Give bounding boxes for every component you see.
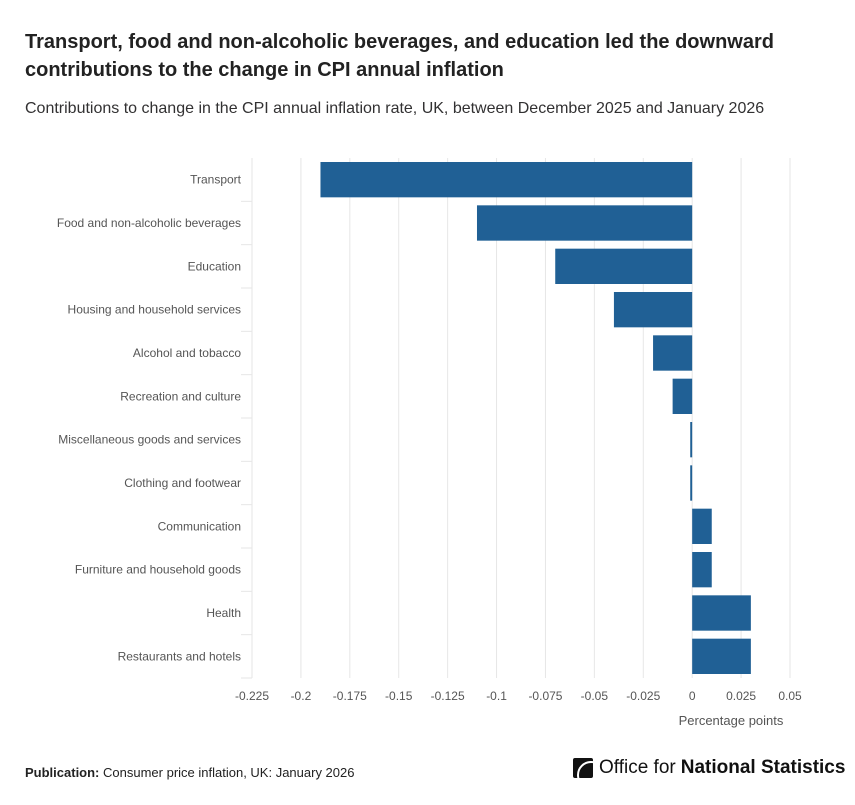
category-label: Transport	[190, 173, 242, 187]
x-axis-label: Percentage points	[679, 713, 784, 728]
bar	[476, 205, 693, 241]
x-tick-label: -0.125	[431, 689, 465, 703]
bar	[555, 248, 693, 284]
bar-chart: -0.225 -0.2 -0.175 -0.15 -0.125 -0.1 -0.075 -0.…	[57, 158, 802, 728]
x-tick-label: -0.05	[581, 689, 609, 703]
category-label: Health	[206, 606, 241, 620]
category-label: Housing and household services	[68, 303, 241, 317]
bar	[653, 335, 693, 371]
category-label: Communication	[158, 519, 241, 533]
x-tick-label: -0.2	[291, 689, 312, 703]
bar	[613, 292, 693, 328]
x-tick-label: -0.025	[626, 689, 660, 703]
publication-link[interactable]: Consumer price inflation, UK: January 20…	[103, 765, 355, 780]
publication-note: Publication: Consumer price inflation, U…	[25, 765, 354, 780]
category-label: Restaurants and hotels	[118, 649, 241, 663]
x-tick-label: 0	[689, 689, 696, 703]
x-tick-label: -0.15	[385, 689, 413, 703]
logo-text-bold: National Statistics	[680, 757, 846, 778]
category-label: Education	[188, 259, 241, 273]
category-label: Recreation and culture	[120, 389, 241, 403]
logo-text-light: Office for	[599, 757, 676, 778]
x-tick-label: -0.175	[333, 689, 367, 703]
x-tick-label: 0.025	[726, 689, 756, 703]
category-label: Clothing and footwear	[124, 476, 241, 490]
ons-logo: Office for National Statistics	[573, 757, 845, 779]
ons-logo-icon	[573, 758, 593, 778]
category-label: Alcohol and tobacco	[133, 346, 241, 360]
bar	[692, 552, 712, 588]
bar	[690, 465, 693, 501]
chart-subtitle: Contributions to change in the CPI annua…	[25, 100, 765, 117]
bar	[692, 508, 712, 544]
x-tick-label: -0.1	[486, 689, 507, 703]
bar	[672, 378, 693, 414]
bar	[692, 595, 751, 631]
chart-title: Transport, food and non-alcoholic bevera…	[25, 31, 774, 81]
category-label: Furniture and household goods	[75, 563, 241, 577]
bar	[690, 422, 693, 458]
publication-label: Publication:	[25, 765, 100, 780]
x-tick-label: 0.05	[778, 689, 802, 703]
bar	[320, 162, 693, 198]
bar	[692, 638, 751, 674]
category-label: Food and non-alcoholic beverages	[57, 216, 241, 230]
x-tick-label: -0.225	[235, 689, 269, 703]
x-tick-label: -0.075	[528, 689, 562, 703]
category-label: Miscellaneous goods and services	[58, 433, 241, 447]
